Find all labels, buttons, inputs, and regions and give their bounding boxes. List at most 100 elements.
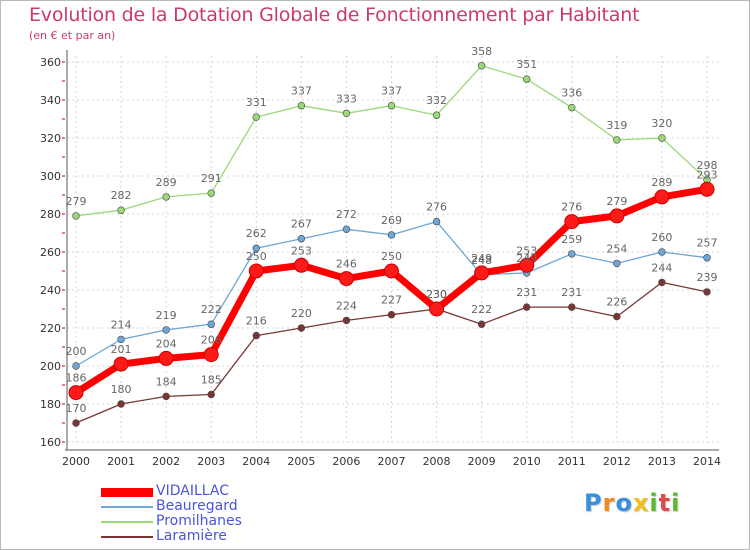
axis-layer: 160 180 200 220 240 260 280 300 320 340 360 2000 200… [40, 50, 721, 468]
legend-label: VIDAILLAC [156, 483, 229, 499]
y-tick-label-360: 360 [40, 56, 61, 69]
data-label-laramière: 226 [606, 296, 627, 309]
data-point [613, 312, 621, 321]
series-vidaillac [68, 181, 715, 401]
data-point [248, 263, 264, 279]
data-label-laramière: 180 [111, 383, 132, 396]
data-point [703, 254, 711, 262]
data-label-laramière: 227 [381, 294, 402, 307]
data-point [387, 231, 396, 239]
data-label-vidaillac: 204 [156, 337, 177, 350]
x-tick-label-2006: 2006 [332, 455, 360, 468]
data-point [658, 134, 666, 142]
data-label-vidaillac: 250 [246, 250, 267, 263]
data-label-promilhanes: 289 [156, 176, 177, 189]
data-label-promilhanes: 319 [606, 119, 627, 132]
data-label-beauregard: 267 [291, 218, 312, 231]
data-point [297, 235, 306, 243]
data-point [613, 136, 621, 144]
series-laramière [72, 278, 711, 427]
data-point [432, 111, 441, 119]
data-point [72, 419, 80, 427]
data-label-laramière: 184 [156, 375, 177, 388]
x-tick-label-2011: 2011 [558, 455, 586, 468]
data-point [207, 189, 215, 197]
data-point [613, 259, 621, 268]
legend-swatch [101, 521, 153, 523]
data-point [342, 109, 351, 118]
data-label-laramière: 216 [246, 315, 267, 328]
chart-title: Evolution de la Dotation Globale de Fonc… [29, 4, 640, 26]
data-label-promilhanes: 291 [201, 172, 222, 185]
data-label-laramière: 185 [201, 374, 222, 387]
data-label-promilhanes: 282 [111, 189, 132, 202]
data-label-laramière: 230 [426, 288, 447, 301]
data-label-vidaillac: 246 [336, 258, 357, 271]
data-label-beauregard: 248 [471, 254, 492, 267]
data-point [252, 113, 260, 121]
data-label-laramière: 170 [66, 402, 87, 415]
data-point [158, 350, 174, 366]
data-point [568, 103, 576, 112]
data-point [609, 208, 625, 224]
logo-letter: x [632, 489, 650, 517]
legend-swatch [101, 487, 153, 497]
data-point [699, 181, 715, 197]
data-point [252, 244, 260, 252]
data-point [207, 390, 215, 399]
data-label-vidaillac: 276 [561, 201, 582, 214]
data-point [474, 265, 490, 281]
data-point [429, 301, 445, 317]
x-tick-label-2007: 2007 [378, 455, 406, 468]
x-tick-label-2012: 2012 [603, 455, 631, 468]
data-point [72, 212, 80, 220]
data-label-vidaillac: 249 [471, 252, 492, 265]
data-label-laramière: 224 [336, 299, 357, 312]
x-tick-label-2002: 2002 [152, 455, 180, 468]
data-label-beauregard: 257 [697, 237, 718, 250]
data-point [654, 189, 670, 205]
data-point [564, 214, 580, 230]
data-point [658, 248, 666, 256]
data-point [117, 400, 125, 408]
data-label-vidaillac: 250 [381, 250, 402, 263]
data-point [519, 257, 535, 273]
data-label-vidaillac: 293 [697, 168, 718, 181]
data-label-promilhanes: 331 [246, 96, 267, 109]
y-tick-label-240: 240 [40, 284, 61, 297]
data-label-laramière: 239 [697, 271, 718, 284]
data-label-promilhanes: 351 [516, 58, 537, 71]
data-label-beauregard: 200 [66, 345, 87, 358]
y-tick-label-300: 300 [40, 170, 61, 183]
data-label-vidaillac: 279 [606, 195, 627, 208]
data-point [568, 250, 576, 258]
legend-label: Laramière [156, 528, 227, 544]
line-chart: 160 180 200 220 240 260 280 300 320 340 360 2000 200… [40, 45, 721, 468]
data-label-beauregard: 214 [111, 318, 132, 331]
data-label-promilhanes: 320 [651, 117, 672, 130]
y-tick-label-220: 220 [40, 322, 61, 335]
grid-layer [67, 56, 719, 443]
data-point [113, 356, 129, 372]
data-label-promilhanes: 336 [561, 87, 582, 100]
y-tick-label-200: 200 [40, 360, 61, 373]
data-point [203, 347, 219, 363]
logo-letter: i [671, 489, 681, 517]
data-point [477, 62, 486, 70]
data-label-beauregard: 272 [336, 208, 357, 221]
data-point [568, 303, 576, 311]
data-label-laramière: 222 [471, 303, 492, 316]
data-point [162, 326, 170, 334]
data-point [68, 385, 84, 401]
data-label-beauregard: 260 [651, 231, 672, 244]
data-label-promilhanes: 332 [426, 94, 447, 107]
data-point [523, 75, 531, 83]
data-point [162, 193, 170, 201]
data-label-vidaillac: 201 [111, 343, 132, 356]
data-point [338, 271, 354, 287]
data-label-beauregard: 262 [246, 227, 267, 240]
logo-letter: r [602, 489, 616, 517]
data-label-promilhanes: 333 [336, 92, 357, 105]
